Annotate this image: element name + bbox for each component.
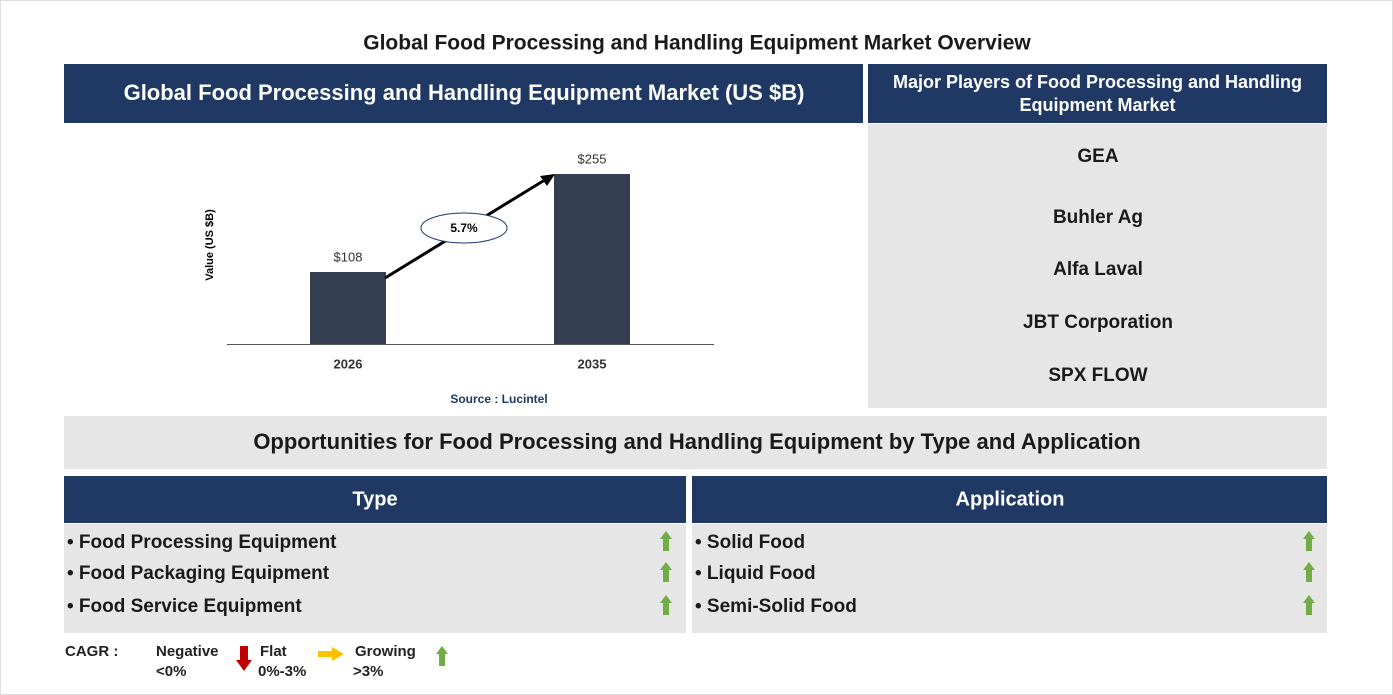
opportunities-title: Opportunities for Food Processing and Ha… (253, 429, 1140, 454)
player-name: SPX FLOW (1048, 365, 1147, 386)
legend-text: <0% (156, 663, 186, 680)
player-name: GEA (1077, 146, 1118, 167)
legend-text: >3% (353, 663, 383, 680)
application-panel (692, 524, 1327, 633)
page-title: Global Food Processing and Handling Equi… (363, 32, 1031, 55)
up-arrow-icon (436, 646, 448, 666)
bar (310, 272, 386, 344)
up-arrow-icon (1303, 531, 1315, 551)
up-arrow-icon (660, 531, 672, 551)
x-tick-label: 2026 (334, 356, 363, 371)
type-title: Type (352, 488, 397, 510)
type-header (64, 476, 686, 523)
up-arrow-icon (1303, 595, 1315, 615)
legend-text: Negative (156, 643, 219, 660)
opportunity-item: • Liquid Food (695, 563, 816, 584)
down-arrow-icon (236, 646, 252, 671)
right-arrow-icon (318, 647, 344, 661)
legend-text: Growing (355, 643, 416, 660)
cagr-bubble (420, 212, 508, 244)
opportunity-item: • Solid Food (695, 532, 805, 553)
cagr-label: 5.7% (450, 221, 478, 235)
players-panel (868, 124, 1327, 408)
source: Source : Lucintel (450, 392, 547, 406)
application-title: Application (956, 488, 1065, 510)
opportunity-item: • Food Service Equipment (67, 596, 302, 617)
application-header (692, 476, 1327, 523)
opportunity-item: • Semi-Solid Food (695, 596, 857, 617)
chart-title: Global Food Processing and Handling Equi… (124, 80, 805, 105)
players-title-box: Major Players of Food Processing and Han… (892, 71, 1303, 115)
cagr-arrow-head (540, 174, 555, 186)
up-arrow-icon (660, 562, 672, 582)
player-name: JBT Corporation (1023, 312, 1173, 333)
value-label: $255 (578, 151, 607, 166)
opportunity-item: • Food Packaging Equipment (67, 563, 330, 584)
opportunity-item: • Food Processing Equipment (67, 532, 337, 553)
players-title: Major Players of Food Processing and Han… (892, 71, 1303, 115)
chart-header (64, 64, 863, 123)
legend-label: CAGR : (65, 643, 118, 660)
players-header (868, 64, 1327, 123)
player-name: Buhler Ag (1053, 207, 1143, 228)
bar (554, 174, 630, 344)
x-tick-label: 2035 (578, 356, 607, 371)
up-arrow-icon (1303, 562, 1315, 582)
legend-text: 0%-3% (258, 663, 306, 680)
value-label: $108 (334, 249, 363, 264)
type-panel (64, 524, 686, 633)
opportunities-banner (64, 416, 1327, 469)
y-axis-label: Value (US $B) (204, 209, 216, 281)
up-arrow-icon (660, 595, 672, 615)
legend-text: Flat (260, 643, 287, 660)
player-name: Alfa Laval (1053, 259, 1143, 280)
